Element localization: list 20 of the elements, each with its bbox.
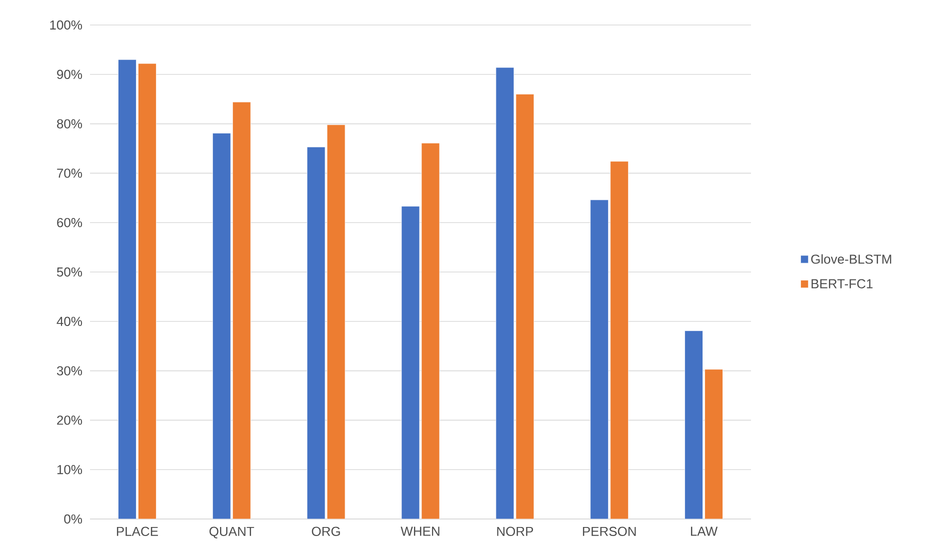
x-tick-label: LAW [691,526,718,536]
y-tick-label: 60% [57,218,82,228]
x-tick-label: QUANT [210,526,254,538]
x-tick-label: WHEN [400,526,440,536]
y-tick-label: 10% [57,464,82,474]
y-tick-label: 40% [56,316,82,326]
legend-label: BERT-FC1 [812,279,873,288]
y-tick-label: 50% [56,267,82,277]
x-tick-label: ORG [312,526,340,536]
y-tick-label: 70% [57,168,82,178]
x-tick-label: NORP [497,526,534,536]
legend-label: Glove-BLSTM [811,254,892,264]
y-tick-label: 0% [64,514,82,524]
y-tick-label: 100% [50,20,82,30]
y-tick-label: 80% [57,119,82,128]
y-tick-label: 20% [57,416,82,425]
y-tick-label: 90% [57,70,82,79]
x-tick-label: PERSON [582,526,636,536]
x-tick-label: PLACE [116,526,158,536]
y-tick-label: 30% [56,366,82,376]
